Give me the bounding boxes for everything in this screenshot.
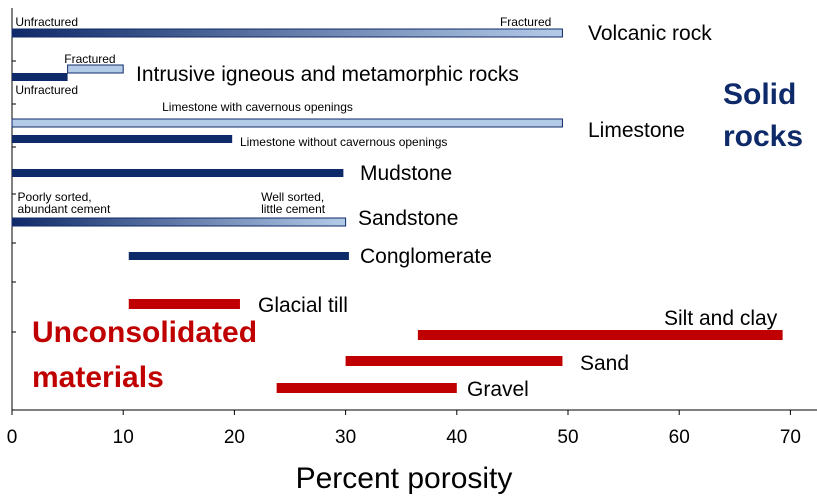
bar-limestone-1 (11, 118, 563, 128)
bar-glacial-till (128, 299, 240, 309)
bar-limestone-2 (12, 135, 233, 143)
group-label-solid-line-1: Solid (723, 78, 796, 111)
note-unfractured: Unfractured (15, 83, 78, 97)
label-conglomerate: Conglomerate (360, 245, 492, 268)
bar-intrusive-igneous-and-metamorphic-rocks-1 (67, 64, 124, 74)
note-limestone-without-cavernous-openings: Limestone without cavernous openings (240, 135, 447, 149)
group-label-unconsolidated-line-1: Unconsolidated (32, 316, 257, 349)
bar-silt-and-clay (417, 330, 783, 340)
note-limestone-with-cavernous-openings: Limestone with cavernous openings (162, 100, 353, 114)
x-tick-label: 50 (557, 427, 578, 448)
bar-volcanic-rock (11, 28, 563, 38)
x-tick-label: 30 (335, 427, 356, 448)
note-unfractured: Unfractured (15, 15, 78, 29)
x-axis-title: Percent porosity (296, 462, 513, 495)
bar-conglomerate (128, 252, 349, 260)
note-fractured: Fractured (500, 15, 551, 29)
note-fractured: Fractured (64, 52, 115, 66)
label-limestone: Limestone (588, 119, 685, 142)
x-tick-label: 70 (780, 427, 801, 448)
label-gravel: Gravel (467, 378, 529, 401)
x-tick-label: 20 (224, 427, 245, 448)
x-tick-label: 0 (7, 427, 18, 448)
label-sandstone: Sandstone (358, 207, 458, 230)
note-well-sorted: Well sorted, (261, 190, 324, 204)
bar-sand (345, 356, 563, 366)
note-poorly-sorted: Poorly sorted, (18, 190, 92, 204)
x-tick-label: 40 (446, 427, 467, 448)
note-little-cement: little cement (261, 202, 326, 216)
bar-intrusive-igneous-and-metamorphic-rocks-2 (12, 73, 68, 81)
bar-sandstone (11, 217, 347, 227)
label-silt-and-clay: Silt and clay (664, 307, 778, 330)
group-label-solid-line-2: rocks (723, 120, 803, 153)
note-abundant-cement: abundant cement (18, 202, 111, 216)
x-tick-label: 10 (113, 427, 134, 448)
label-volcanic-rock: Volcanic rock (588, 22, 712, 45)
label-sand: Sand (580, 352, 629, 375)
label-intrusive-igneous-and-metamorphic-rocks: Intrusive igneous and metamorphic rocks (136, 63, 519, 86)
bar-mudstone (12, 169, 344, 177)
label-mudstone: Mudstone (360, 162, 452, 185)
bar-gravel (276, 383, 457, 393)
group-label-unconsolidated-line-2: materials (32, 361, 164, 394)
x-tick-label: 60 (669, 427, 690, 448)
label-glacial-till: Glacial till (258, 294, 348, 317)
